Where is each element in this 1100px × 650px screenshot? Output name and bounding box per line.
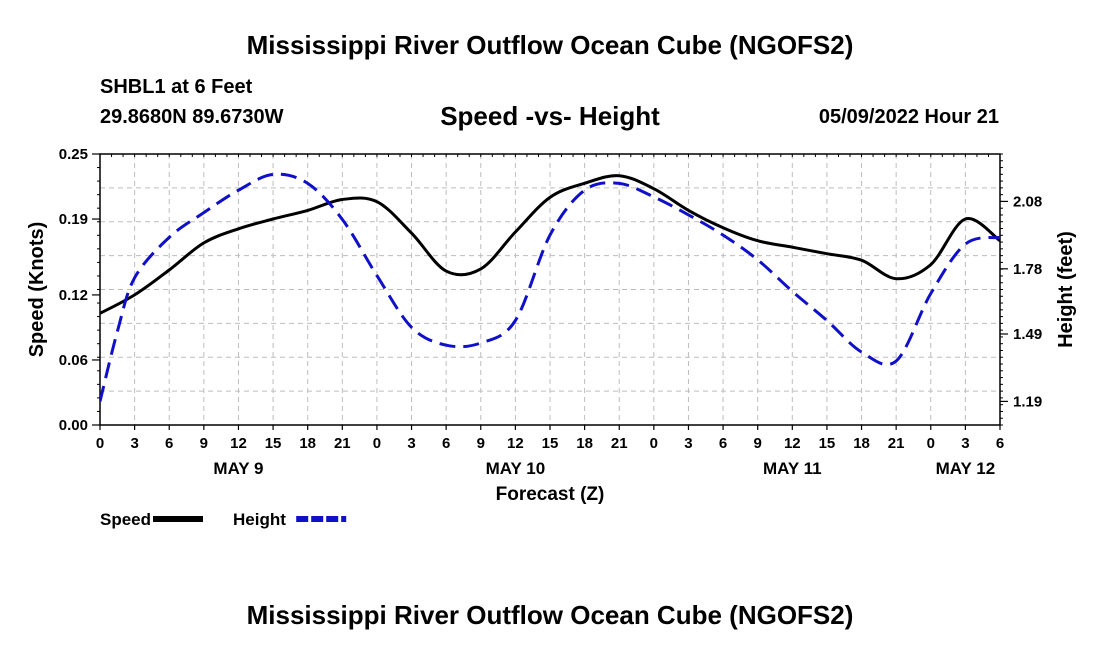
x-tick-label: 12	[784, 435, 801, 452]
speed-series-line	[100, 174, 1000, 315]
y-tick-label: 0.19	[59, 211, 88, 228]
x-tick-label: 12	[507, 435, 524, 452]
y2-tick-label: 1.19	[1013, 393, 1042, 410]
y-axis-title: Speed (Knots)	[26, 222, 48, 358]
x-tick-label: 18	[853, 435, 870, 452]
date-label: MAY 9	[213, 459, 263, 478]
chart-title: Speed -vs- Height	[440, 101, 660, 131]
x-tick-label: 0	[650, 435, 658, 452]
y-tick-label: 0.25	[59, 146, 88, 163]
date-label: MAY 11	[763, 459, 822, 478]
x-tick-label: 6	[719, 435, 727, 452]
y-tick-label: 0.12	[59, 287, 88, 304]
x-tick-label: 3	[684, 435, 692, 452]
bottom-title: Mississippi River Outflow Ocean Cube (NG…	[246, 600, 854, 630]
x-tick-label: 21	[888, 435, 905, 452]
x-tick-label: 6	[996, 435, 1004, 452]
x-tick-label: 3	[130, 435, 138, 452]
legend-label-height: Height	[233, 510, 286, 529]
x-tick-label: 18	[576, 435, 593, 452]
x-tick-label: 0	[96, 435, 104, 452]
x-tick-label: 21	[611, 435, 628, 452]
height-series-line	[100, 172, 1000, 402]
x-tick-label: 9	[200, 435, 208, 452]
date-label: MAY 12	[936, 459, 996, 478]
x-tick-label: 6	[165, 435, 173, 452]
date-label: MAY 10	[486, 459, 546, 478]
x-tick-label: 15	[542, 435, 559, 452]
x-tick-label: 6	[442, 435, 450, 452]
station-label: SHBL1 at 6 Feet	[100, 76, 253, 98]
x-tick-label: 18	[299, 435, 316, 452]
x-tick-label: 0	[927, 435, 935, 452]
y2-tick-label: 2.08	[1013, 193, 1042, 210]
legend-label-speed: Speed	[100, 510, 151, 529]
x-tick-label: 3	[407, 435, 415, 452]
x-tick-label: 15	[265, 435, 282, 452]
main-title: Mississippi River Outflow Ocean Cube (NG…	[246, 30, 854, 60]
y2-tick-label: 1.49	[1013, 326, 1042, 343]
x-axis-title: Forecast (Z)	[496, 484, 605, 505]
x-tick-label: 9	[477, 435, 485, 452]
datetime-label: 05/09/2022 Hour 21	[818, 106, 999, 128]
y2-axis-title: Height (feet)	[1055, 231, 1077, 348]
x-tick-label: 15	[819, 435, 836, 452]
coordinates-label: 29.8680N 89.6730W	[100, 106, 284, 128]
x-tick-label: 0	[373, 435, 381, 452]
y-tick-label: 0.06	[59, 352, 88, 369]
y-tick-label: 0.00	[59, 417, 88, 434]
y2-tick-label: 1.78	[1013, 261, 1042, 278]
x-tick-label: 3	[961, 435, 969, 452]
x-tick-label: 9	[754, 435, 762, 452]
x-tick-label: 21	[334, 435, 351, 452]
x-tick-label: 12	[230, 435, 247, 452]
